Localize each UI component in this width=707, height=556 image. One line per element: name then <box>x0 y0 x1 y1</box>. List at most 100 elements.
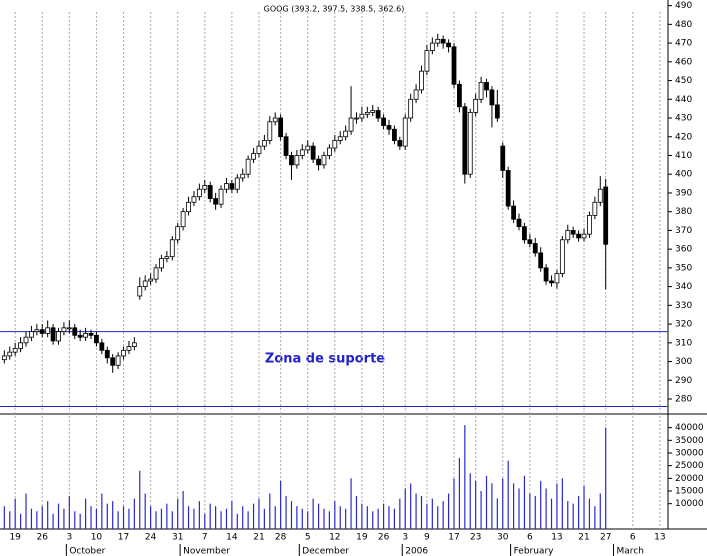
candle-body <box>587 215 592 235</box>
candle-body <box>137 286 143 297</box>
candle-body <box>142 280 148 288</box>
candle-body <box>565 230 571 241</box>
candle-body <box>29 331 34 338</box>
candle-body <box>402 117 408 147</box>
volume-tick-label: 35000 <box>675 436 704 446</box>
y-tick-label: 470 <box>675 39 692 49</box>
month-label: March <box>617 547 644 556</box>
x-tick-label: 17 <box>448 533 459 543</box>
candle-body <box>408 98 414 119</box>
y-tick-label: 340 <box>675 282 692 292</box>
candle-body <box>505 170 511 207</box>
candle-body <box>576 233 582 239</box>
candle-body <box>478 82 484 100</box>
x-tick-label: 26 <box>37 533 49 543</box>
x-tick-label: 5 <box>305 533 311 543</box>
candle-body <box>159 258 164 269</box>
y-tick-label: 440 <box>675 95 692 105</box>
candle-body <box>435 38 441 44</box>
y-tick-label: 380 <box>675 207 692 217</box>
candle-body <box>354 117 359 120</box>
candle-body <box>359 113 365 119</box>
candle-body <box>522 226 527 241</box>
candle-body <box>326 147 332 156</box>
candle-body <box>305 145 311 151</box>
candle-body <box>202 185 208 190</box>
y-tick-label: 290 <box>675 376 692 386</box>
candle-body <box>245 158 251 175</box>
x-tick-label: 14 <box>226 533 238 543</box>
candle-body <box>581 233 587 239</box>
candle-body <box>494 104 500 119</box>
candle-body <box>45 327 51 334</box>
candle-body <box>364 111 370 115</box>
candle-body <box>592 201 598 216</box>
volume-tick-label: 20000 <box>675 474 704 484</box>
candle-body <box>538 252 544 269</box>
y-tick-label: 480 <box>675 20 692 30</box>
candle-body <box>603 186 609 245</box>
candle-body <box>131 342 137 347</box>
x-tick-label: 26 <box>378 533 390 543</box>
month-label: 2006 <box>405 547 428 556</box>
month-label: November <box>183 547 230 556</box>
candle-body <box>278 117 284 138</box>
y-tick-label: 330 <box>675 301 692 311</box>
candle-body <box>7 351 13 357</box>
x-tick-label: 6 <box>630 533 636 543</box>
candle-body <box>467 111 473 175</box>
candle-body <box>289 155 294 166</box>
candle-body <box>66 327 72 330</box>
candle-body <box>321 155 327 166</box>
month-label: October <box>69 547 105 556</box>
y-tick-label: 450 <box>675 76 692 86</box>
x-tick-label: 19 <box>9 533 21 543</box>
month-label: December <box>302 547 349 556</box>
candle-body <box>413 89 419 100</box>
x-tick-label: 7 <box>202 533 208 543</box>
candle-body <box>56 331 61 342</box>
candle-body <box>272 117 278 123</box>
candle-body <box>261 140 267 147</box>
candle-body <box>218 188 224 205</box>
x-tick-label: 6 <box>527 533 533 543</box>
candle-body <box>462 106 468 175</box>
candle-body <box>392 128 397 141</box>
y-tick-label: 400 <box>675 170 692 180</box>
candle-body <box>440 38 446 44</box>
y-tick-label: 420 <box>675 132 692 142</box>
candle-body <box>169 239 175 258</box>
candle-body <box>207 185 213 199</box>
candle-body <box>343 130 349 138</box>
candle-body <box>429 42 435 51</box>
candle-body <box>83 333 88 338</box>
candle-body <box>294 155 300 166</box>
candle-body <box>267 121 273 141</box>
candle-body <box>375 110 381 119</box>
x-tick-label: 28 <box>275 533 287 543</box>
candle-body <box>543 267 549 282</box>
candle-body <box>34 329 40 332</box>
y-tick-label: 430 <box>675 114 692 124</box>
x-tick-label: 3 <box>402 533 408 543</box>
y-tick-label: 490 <box>675 1 692 11</box>
candle-body <box>191 196 197 203</box>
candle-body <box>39 329 45 334</box>
candle-body <box>527 239 533 244</box>
candle-body <box>224 183 229 190</box>
y-tick-label: 390 <box>675 188 692 198</box>
candle-body <box>196 188 202 198</box>
y-tick-label: 370 <box>675 226 692 236</box>
volume-tick-label: 40000 <box>675 423 704 433</box>
x-tick-label: 3 <box>66 533 72 543</box>
candle-body <box>153 267 159 280</box>
candle-body <box>229 183 235 190</box>
volume-tick-label: 15000 <box>675 487 704 497</box>
candle-body <box>180 211 186 228</box>
candle-body <box>511 205 516 220</box>
x-tick-label: 23 <box>470 533 481 543</box>
candle-body <box>175 226 181 241</box>
y-tick-label: 410 <box>675 151 692 161</box>
candle-body <box>12 348 18 353</box>
